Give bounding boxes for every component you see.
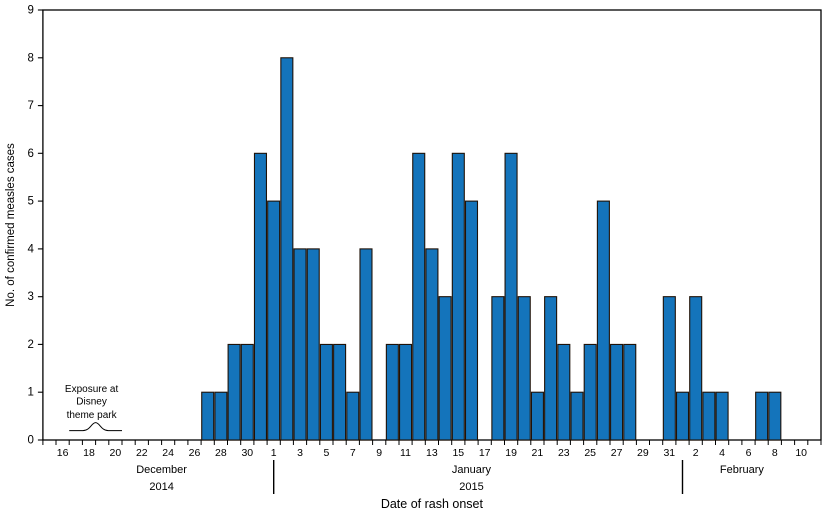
svg-text:January: January <box>452 464 492 476</box>
svg-text:29: 29 <box>637 447 649 459</box>
svg-text:15: 15 <box>452 447 464 459</box>
svg-text:December: December <box>136 464 187 476</box>
svg-text:22: 22 <box>136 447 148 459</box>
svg-text:February: February <box>720 464 765 476</box>
svg-text:9: 9 <box>376 447 382 459</box>
svg-text:Exposure at: Exposure at <box>65 384 119 395</box>
svg-text:9: 9 <box>27 5 33 17</box>
svg-text:19: 19 <box>505 447 517 459</box>
svg-text:4: 4 <box>27 243 34 255</box>
svg-text:13: 13 <box>426 447 438 459</box>
svg-text:24: 24 <box>162 447 174 459</box>
svg-text:1: 1 <box>27 387 33 399</box>
svg-text:21: 21 <box>532 447 544 459</box>
svg-text:7: 7 <box>350 447 356 459</box>
svg-text:28: 28 <box>215 447 227 459</box>
svg-text:2: 2 <box>693 447 699 459</box>
svg-text:2014: 2014 <box>149 481 173 493</box>
svg-text:0: 0 <box>27 435 33 447</box>
svg-text:No. of confirmed measles cases: No. of confirmed measles cases <box>5 143 17 307</box>
svg-text:theme park: theme park <box>67 410 118 421</box>
svg-text:20: 20 <box>110 447 122 459</box>
svg-text:10: 10 <box>795 447 807 459</box>
svg-text:Disney: Disney <box>76 396 107 407</box>
svg-text:8: 8 <box>772 447 778 459</box>
svg-text:17: 17 <box>479 447 491 459</box>
svg-text:18: 18 <box>83 447 95 459</box>
svg-text:11: 11 <box>400 447 411 459</box>
svg-text:1: 1 <box>271 447 277 459</box>
svg-text:2: 2 <box>27 339 33 351</box>
svg-text:7: 7 <box>27 100 33 112</box>
svg-text:3: 3 <box>27 291 33 303</box>
svg-text:8: 8 <box>27 52 33 64</box>
svg-text:27: 27 <box>611 447 623 459</box>
svg-text:Date of rash onset: Date of rash onset <box>381 497 484 511</box>
svg-text:5: 5 <box>323 447 329 459</box>
svg-text:30: 30 <box>241 447 253 459</box>
svg-text:26: 26 <box>189 447 201 459</box>
svg-text:6: 6 <box>746 447 752 459</box>
svg-text:4: 4 <box>719 447 725 459</box>
svg-text:31: 31 <box>663 447 675 459</box>
svg-text:23: 23 <box>558 447 570 459</box>
svg-text:3: 3 <box>297 447 303 459</box>
svg-text:16: 16 <box>57 447 69 459</box>
svg-text:5: 5 <box>27 196 33 208</box>
svg-text:6: 6 <box>27 148 33 160</box>
svg-text:25: 25 <box>584 447 596 459</box>
svg-text:2015: 2015 <box>459 481 483 493</box>
